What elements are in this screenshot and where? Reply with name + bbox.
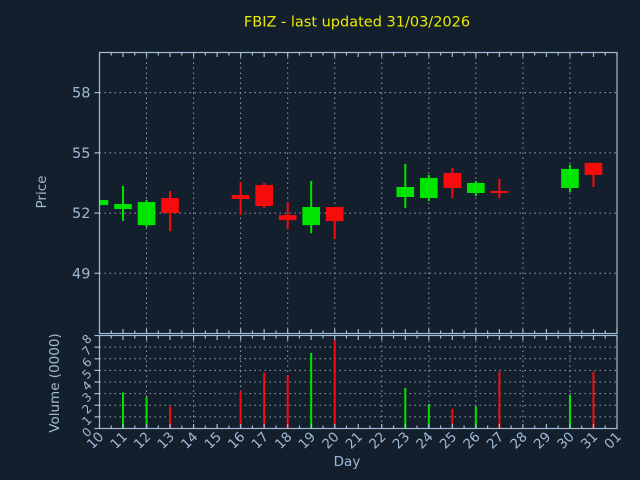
day-tick-label: 31 — [578, 429, 601, 452]
x-axis-label: Day — [334, 454, 361, 470]
price-tick-label: 58 — [72, 86, 90, 102]
day-tick-label: 14 — [178, 429, 201, 452]
day-tick-label: 19 — [296, 429, 319, 452]
volume-bar-day-27 — [498, 371, 501, 429]
volume-bar-day-17 — [263, 372, 266, 429]
candle-wick-day-27 — [498, 178, 501, 199]
volume-axis-label: Volume (0000) — [47, 333, 63, 432]
day-tick-label: 20 — [319, 429, 342, 452]
day-tick-label: 17 — [249, 429, 272, 452]
gridlines — [99, 52, 617, 429]
day-tick-label: 15 — [201, 429, 224, 452]
volume-bar-day-19 — [310, 352, 313, 429]
candle-body-day-26 — [467, 182, 485, 193]
chart-title: FBIZ - last updated 31/03/2026 — [244, 15, 470, 31]
volume-tick-label: 8 — [79, 332, 94, 347]
day-tick-label: 25 — [437, 429, 460, 452]
price-tick-label: 49 — [72, 266, 90, 282]
volume-bar-day-18 — [286, 375, 289, 429]
day-tick-label: 21 — [343, 429, 366, 452]
candle-body-day-19 — [302, 207, 321, 226]
price-tick-label: 55 — [72, 146, 90, 162]
volume-plot-frame — [98, 334, 618, 430]
day-tick-label: 18 — [272, 429, 295, 452]
candle-body-day-17 — [255, 184, 273, 207]
volume-bar-day-20 — [333, 340, 336, 429]
candle-wick-day-11 — [122, 185, 125, 222]
day-tick-label: 30 — [554, 429, 577, 452]
candle-body-day-16 — [231, 195, 250, 200]
candle-body-day-27 — [490, 190, 509, 193]
volume-bar-day-13 — [169, 406, 172, 429]
candle-wick-day-19 — [310, 180, 313, 234]
volume-bar-day-30 — [568, 394, 571, 429]
candle-body-day-18 — [278, 215, 297, 221]
candle-wick-day-20 — [333, 207, 336, 240]
candle-body-day-25 — [443, 172, 462, 188]
candle-body-day-10 — [99, 200, 109, 206]
candle-body-day-13 — [161, 198, 179, 214]
price-tick-label: 52 — [72, 206, 90, 222]
candle-body-day-31 — [584, 162, 603, 175]
candle-body-day-23 — [396, 186, 415, 198]
price-plot-frame — [98, 51, 618, 335]
candles-layer — [99, 162, 603, 240]
candle-body-day-11 — [114, 204, 132, 210]
candle-body-day-24 — [419, 177, 438, 199]
day-tick-label: 27 — [484, 429, 507, 452]
axis-ticks — [94, 52, 618, 430]
day-tick-label: 22 — [366, 429, 389, 452]
day-tick-label: 23 — [390, 429, 413, 452]
candle-body-day-30 — [561, 168, 579, 188]
candle-wick-day-23 — [404, 163, 407, 209]
candle-body-day-20 — [325, 207, 344, 222]
volume-bar-day-11 — [122, 392, 125, 429]
volume-bar-day-26 — [474, 406, 477, 429]
day-tick-label: 01 — [601, 429, 624, 452]
price-axis-label: Price — [34, 176, 50, 209]
volume-bar-day-16 — [239, 391, 242, 429]
day-tick-label: 24 — [413, 429, 436, 452]
candle-body-day-12 — [137, 202, 156, 226]
volume-bar-day-31 — [592, 371, 595, 429]
volume-bar-day-25 — [451, 408, 454, 429]
day-tick-label: 12 — [131, 429, 154, 452]
day-tick-label: 13 — [154, 429, 177, 452]
volume-bar-day-12 — [145, 397, 148, 429]
day-tick-label: 28 — [507, 429, 530, 452]
day-tick-label: 26 — [460, 429, 483, 452]
volume-bar-day-24 — [427, 404, 430, 429]
day-tick-label: 11 — [107, 429, 130, 452]
volume-bars-layer — [122, 340, 595, 429]
day-tick-label: 16 — [225, 429, 248, 452]
volume-bar-day-23 — [404, 387, 407, 429]
day-tick-label: 29 — [531, 429, 554, 452]
